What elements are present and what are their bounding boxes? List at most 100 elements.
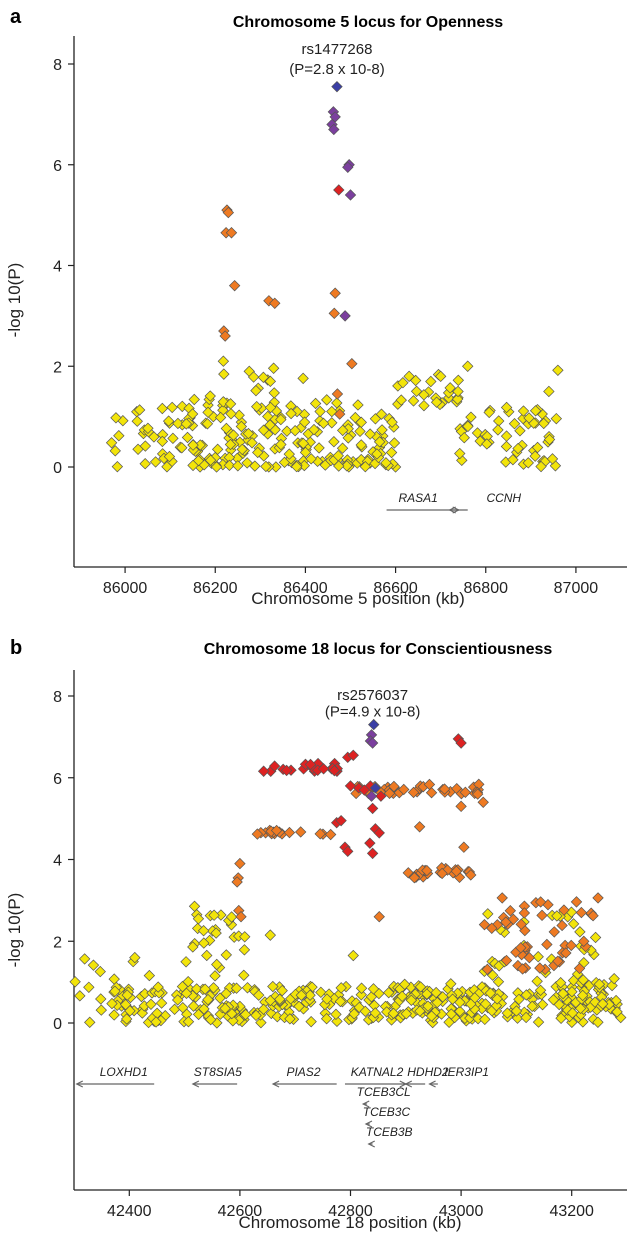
x-ticks-a: 86000 86200 86400 86600 86800 87000 [103, 567, 598, 597]
data-point [250, 1009, 262, 1022]
data-point [235, 911, 247, 923]
data-point [309, 397, 322, 410]
data-point [121, 989, 133, 1001]
data-point [532, 1016, 545, 1028]
data-point [373, 827, 385, 839]
gene-label: IER3IP1 [444, 1065, 489, 1079]
data-point [280, 764, 293, 777]
data-point [454, 996, 466, 1009]
data-point [252, 989, 265, 1001]
data-point [270, 824, 283, 837]
data-point [129, 951, 141, 964]
data-point [113, 430, 125, 442]
data-point [299, 446, 312, 459]
data-point [413, 821, 426, 833]
data-point [434, 370, 447, 383]
data-point [211, 958, 223, 971]
data-point [608, 972, 620, 985]
data-point [520, 1011, 532, 1024]
data-point [587, 1013, 600, 1025]
data-point [335, 982, 347, 994]
data-point [355, 989, 367, 1001]
data-point [400, 1008, 413, 1020]
data-point [557, 987, 569, 1000]
data-point [222, 206, 235, 219]
data-point [606, 979, 618, 992]
data-point [455, 737, 467, 749]
data-point [486, 922, 498, 934]
x-tick-label: 43000 [439, 1203, 484, 1220]
data-point [388, 780, 400, 793]
x-tick-label: 42400 [107, 1203, 152, 1220]
data-point [552, 364, 564, 376]
data-point [385, 446, 398, 459]
data-point [455, 800, 467, 813]
data-point [565, 939, 577, 952]
data-point [500, 954, 513, 967]
data-point [570, 896, 583, 908]
data-point [308, 423, 320, 436]
data-point [369, 1007, 381, 1019]
data-point [198, 937, 210, 949]
data-point [241, 982, 254, 994]
x-tick-label: 86400 [283, 580, 328, 597]
data-point [364, 428, 376, 440]
data-point [593, 978, 606, 990]
y-tick-label: 8 [53, 689, 62, 706]
data-point [297, 437, 309, 450]
data-point [445, 1008, 458, 1020]
data-point [366, 737, 379, 749]
data-point [452, 385, 464, 398]
gene-label: TCEB3B [366, 1125, 413, 1139]
data-point [108, 1009, 120, 1021]
data-point [305, 1015, 317, 1028]
data-point [462, 360, 474, 372]
panel-letter-b: b [10, 637, 22, 659]
y-tick-label: 0 [53, 460, 62, 477]
data-point [398, 978, 411, 991]
data-point [201, 949, 213, 962]
data-point [403, 370, 415, 383]
data-point [465, 998, 477, 1010]
data-point [227, 1015, 239, 1027]
data-point [182, 1016, 195, 1028]
panel-letter-a: a [10, 6, 22, 28]
data-point [577, 974, 589, 986]
data-point [331, 388, 344, 400]
data-point [342, 432, 354, 444]
data-point [224, 398, 237, 410]
data-point [543, 385, 555, 398]
data-point [597, 998, 609, 1010]
data-point [450, 865, 463, 877]
data-point [171, 994, 184, 1006]
data-point [458, 841, 470, 853]
data-point [180, 987, 193, 1000]
data-point [110, 412, 122, 424]
data-point [331, 1015, 343, 1028]
data-point [567, 974, 580, 987]
data-point [414, 1005, 426, 1017]
data-point [271, 1011, 283, 1023]
data-point [536, 909, 548, 922]
gene-arrowhead [271, 1080, 280, 1088]
data-point [224, 438, 237, 451]
data-point [522, 457, 534, 469]
data-point [276, 984, 288, 997]
data-point [526, 1000, 538, 1013]
data-point [168, 1003, 181, 1015]
data-point [481, 963, 494, 976]
data-point [405, 994, 418, 1006]
data-point [334, 995, 347, 1008]
data-point [211, 443, 224, 456]
data-point [534, 896, 547, 908]
data-point [576, 989, 589, 1002]
data-point [177, 1001, 189, 1014]
data-point [367, 983, 380, 995]
data-point [491, 993, 503, 1005]
data-point [500, 401, 513, 414]
data-point [225, 911, 238, 923]
data-point [241, 457, 253, 469]
data-point [492, 424, 504, 436]
data-point [483, 406, 495, 419]
